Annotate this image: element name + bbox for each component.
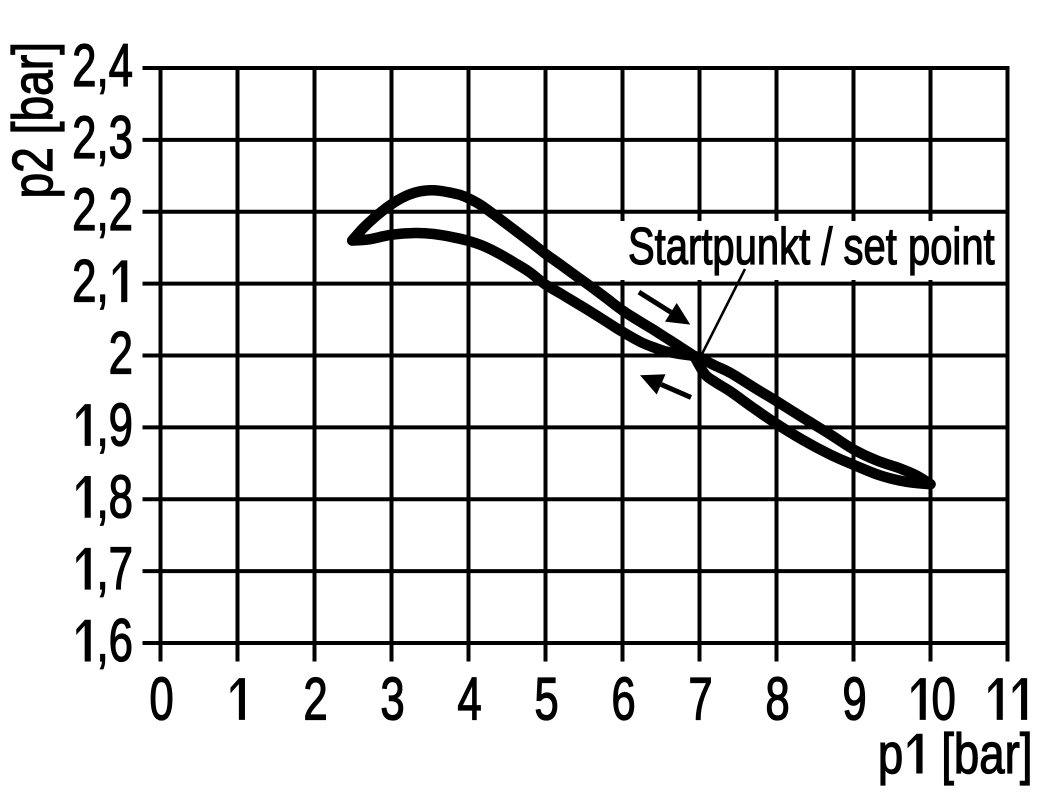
svg-text:,: , bbox=[96, 392, 108, 459]
svg-text:7: 7 bbox=[109, 535, 133, 602]
svg-text:p: p bbox=[878, 721, 903, 785]
svg-text:6: 6 bbox=[611, 666, 635, 733]
svg-text:4: 4 bbox=[457, 666, 481, 733]
svg-text:[: [ bbox=[941, 721, 954, 785]
svg-text:5: 5 bbox=[534, 666, 558, 733]
svg-text:2,2: 2,2 bbox=[72, 176, 133, 243]
svg-text:a: a bbox=[979, 721, 1005, 785]
svg-text:,: , bbox=[96, 607, 108, 674]
svg-text:0: 0 bbox=[932, 666, 956, 733]
svg-text:2,4: 2,4 bbox=[72, 32, 133, 99]
svg-text:8: 8 bbox=[765, 666, 789, 733]
svg-text:0: 0 bbox=[149, 666, 173, 733]
svg-text:2: 2 bbox=[109, 320, 133, 387]
svg-text:2: 2 bbox=[72, 248, 96, 315]
svg-text:r: r bbox=[1005, 721, 1020, 785]
svg-text:,: , bbox=[96, 464, 108, 531]
svg-text:p2 [bar]: p2 [bar] bbox=[0, 42, 64, 199]
svg-text:,: , bbox=[96, 535, 108, 602]
svg-text:7: 7 bbox=[688, 666, 712, 733]
svg-text:,: , bbox=[96, 248, 108, 315]
svg-text:9: 9 bbox=[842, 666, 866, 733]
svg-text:]: ] bbox=[1020, 721, 1033, 785]
svg-text:Startpunkt / set point: Startpunkt / set point bbox=[628, 217, 995, 275]
svg-text:6: 6 bbox=[109, 607, 133, 674]
svg-text:2,3: 2,3 bbox=[72, 104, 133, 171]
svg-text:b: b bbox=[954, 721, 979, 785]
svg-text:8: 8 bbox=[109, 464, 133, 531]
svg-text:3: 3 bbox=[380, 666, 404, 733]
svg-text:2: 2 bbox=[303, 666, 327, 733]
svg-text:9: 9 bbox=[109, 392, 133, 459]
